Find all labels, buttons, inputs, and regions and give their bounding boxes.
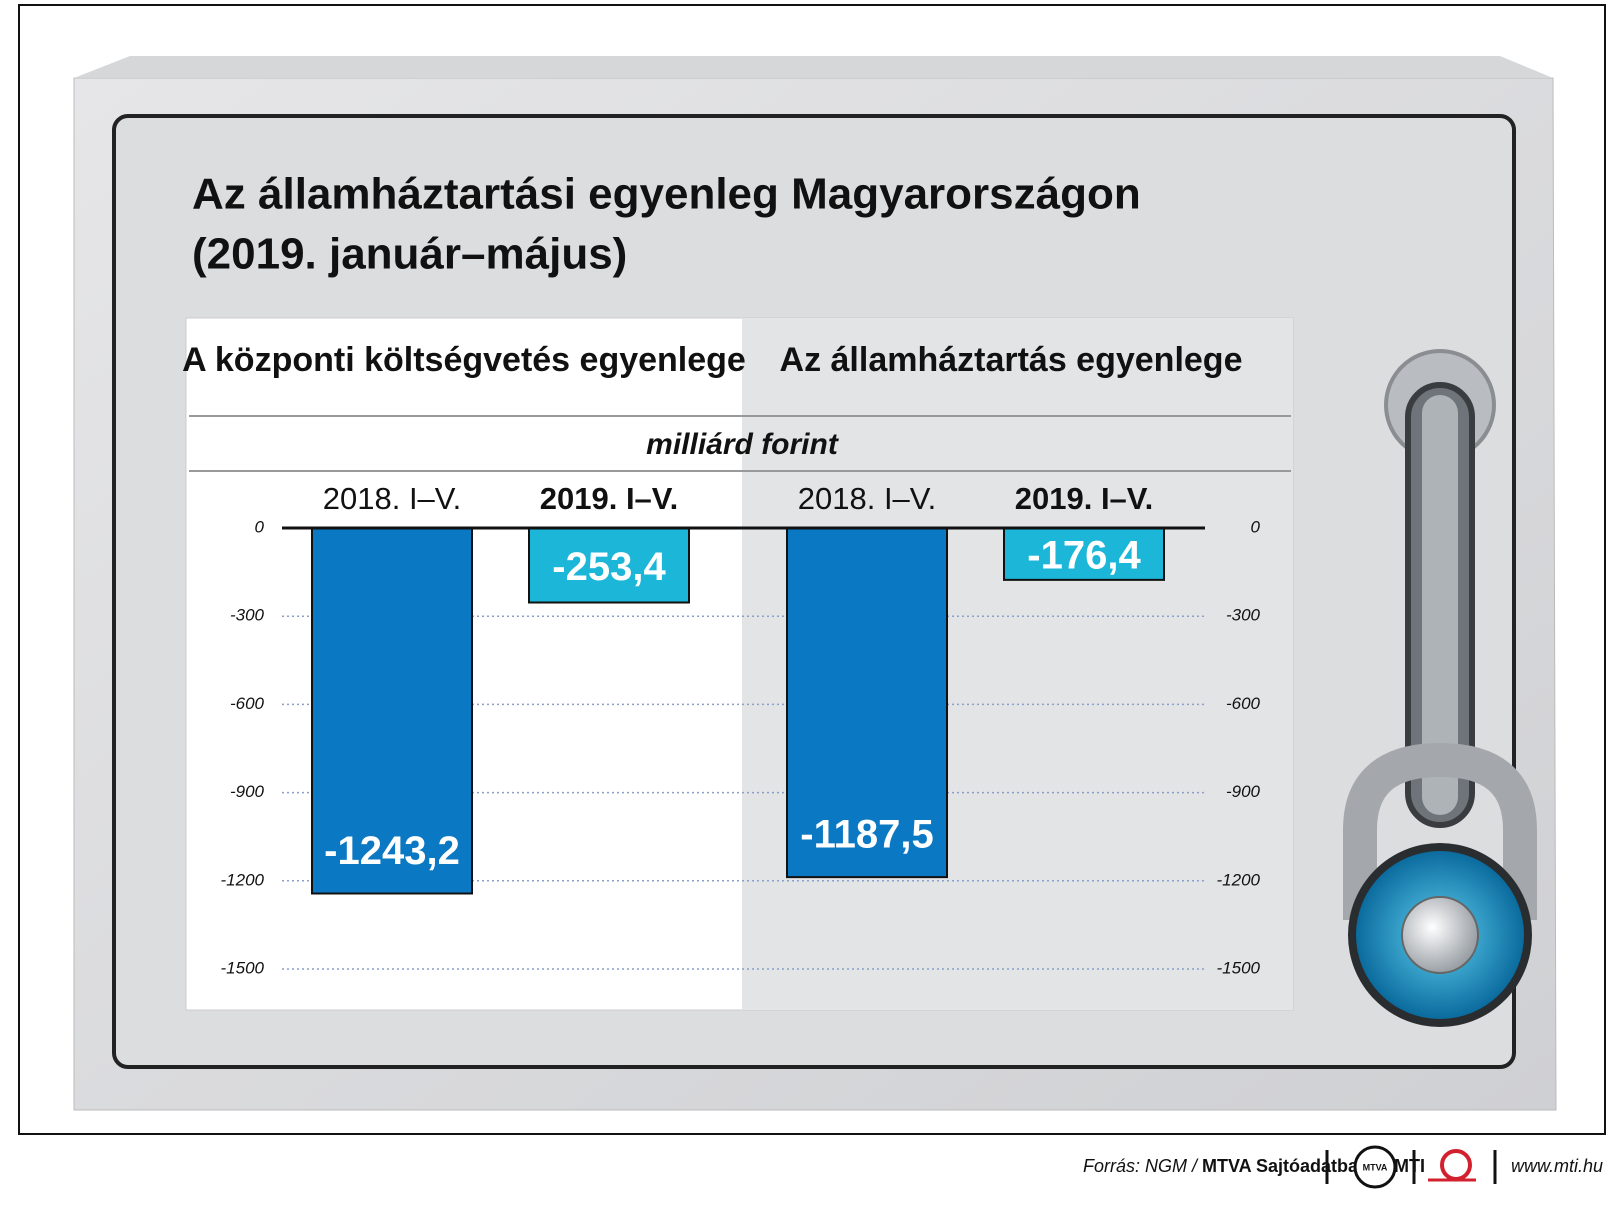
chart-title: Az államháztartási egyenleg Magyarország… (192, 170, 1141, 219)
y-tick-label-right: 0 (1251, 517, 1261, 536)
url: www.mti.hu (1511, 1156, 1603, 1176)
bar (528, 527, 690, 604)
group-header: A központi költségvetés egyenlege (182, 341, 746, 379)
x-tick-label: 2019. I–V. (1015, 481, 1154, 516)
bar (311, 527, 473, 895)
y-tick-label: -900 (230, 782, 265, 801)
value-label: -1187,5 (800, 813, 933, 857)
y-tick-label-right: -1500 (1217, 958, 1261, 977)
logo-ring (1353, 1145, 1397, 1189)
y-tick-label-right: -900 (1226, 782, 1261, 801)
logo: MTVA (1363, 1162, 1388, 1172)
unit-label: milliárd forint (646, 428, 840, 461)
y-tick-label-right: -300 (1226, 606, 1261, 625)
y-tick-label: -600 (230, 694, 265, 713)
mti-logo (1440, 1149, 1472, 1181)
chart-subtitle: (2019. január–május) (192, 230, 627, 279)
y-tick-label: -300 (230, 606, 265, 625)
y-tick-label: 0 (255, 517, 265, 536)
x-tick-label: 2018. I–V. (798, 481, 937, 516)
source-prefix: Forrás: NGM / (1083, 1156, 1199, 1176)
value-label: -253,4 (552, 545, 666, 589)
safe-top (74, 56, 1553, 78)
lock (1343, 349, 1537, 1027)
value-label: -1243,2 (324, 829, 460, 873)
group-header: Az államháztartás egyenlege (780, 341, 1243, 379)
y-tick-label: -1200 (221, 870, 265, 889)
y-tick-label-right: -1200 (1217, 870, 1261, 889)
x-tick-label: 2019. I–V. (540, 481, 679, 516)
x-tick-label: 2018. I–V. (323, 481, 462, 516)
y-tick-label-right: -600 (1226, 694, 1261, 713)
bar (786, 527, 948, 879)
value-label: -176,4 (1027, 533, 1141, 577)
y-tick-label: -1500 (221, 958, 265, 977)
